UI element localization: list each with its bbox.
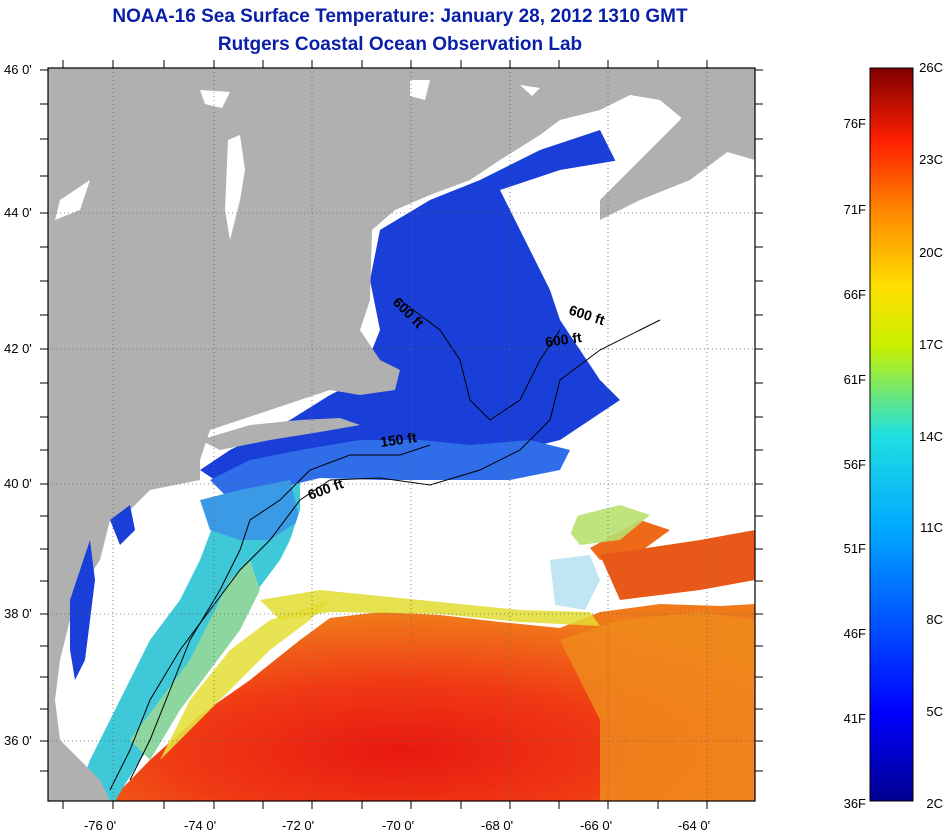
chesapeake-bay: [70, 540, 95, 680]
offshore-cloud-mass: [290, 490, 580, 595]
celsius-label: 17C: [919, 337, 943, 352]
lake-champlain: [225, 135, 245, 240]
lon-label: -68 0': [481, 818, 513, 833]
fahrenheit-label: 41F: [844, 711, 866, 726]
contour-600ft: [109, 319, 661, 791]
shelf-slope-transition: [160, 600, 330, 760]
contour-label: 600 ft: [544, 329, 583, 350]
fahrenheit-label: 51F: [844, 541, 866, 556]
celsius-label: 26C: [919, 60, 943, 75]
latitude-labels: 46 0' 44 0' 42 0' 40 0' 38 0' 36 0': [4, 62, 32, 748]
fahrenheit-label: 46F: [844, 626, 866, 641]
longitude-labels: -76 0' -74 0' -72 0' -70 0' -68 0' -66 0…: [84, 818, 710, 833]
bathymetry-contours: [109, 299, 661, 791]
nova-scotia: [600, 68, 755, 220]
fahrenheit-label: 66F: [844, 287, 866, 302]
celsius-label: 2C: [926, 796, 943, 811]
celsius-label: 14C: [919, 429, 943, 444]
lat-label: 46 0': [4, 62, 32, 77]
land-mass: [48, 68, 755, 801]
celsius-label: 20C: [919, 245, 943, 260]
contour-150ft: [129, 444, 431, 781]
lat-label: 42 0': [4, 341, 32, 356]
cloud-over-gulf-of-maine: [500, 160, 755, 430]
celsius-label: 8C: [926, 612, 943, 627]
yellow-green-patch: [560, 505, 650, 545]
frame-ticks: [40, 60, 763, 809]
celsius-label: 5C: [926, 704, 943, 719]
lon-label: -70 0': [382, 818, 414, 833]
lon-label: -74 0': [184, 818, 216, 833]
lat-label: 44 0': [4, 205, 32, 220]
contour-label: 150 ft: [379, 429, 418, 450]
celsius-label: 11C: [920, 520, 943, 535]
temperature-colorbar: [869, 67, 914, 802]
fahrenheit-label: 76F: [844, 116, 866, 131]
mid-atlantic-shelf-water: [75, 470, 300, 801]
delaware-bay: [110, 505, 135, 545]
lon-label: -64 0': [678, 818, 710, 833]
yellow-band-south: [260, 590, 600, 626]
warm-filament-east: [600, 530, 755, 600]
lon-label: -72 0': [282, 818, 314, 833]
map-title: NOAA-16 Sea Surface Temperature: January…: [112, 6, 688, 27]
lon-label: -66 0': [580, 818, 612, 833]
celsius-label: 23C: [919, 152, 943, 167]
map-subtitle: Rutgers Coastal Ocean Observation Lab: [217, 34, 583, 55]
fahrenheit-label: 61F: [844, 372, 866, 387]
colorbar-fahrenheit-labels: 76F 71F 66F 61F 56F 51F 46F 41F 36F: [844, 116, 866, 811]
lat-label: 36 0': [4, 733, 32, 748]
new-england-shelf-water: [210, 440, 570, 500]
long-island: [200, 418, 360, 450]
lat-label: 40 0': [4, 476, 32, 491]
warm-filament: [590, 520, 670, 560]
colorbar-celsius-labels: 26C 23C 20C 17C 14C 11C 8C 5C 2C: [919, 60, 943, 811]
fahrenheit-label: 56F: [844, 457, 866, 472]
cloud-patch-warm-core: [550, 555, 600, 610]
contour-600ft-gom: [399, 299, 561, 421]
lat-label: 38 0': [4, 606, 32, 621]
fahrenheit-label: 71F: [844, 202, 866, 217]
sst-image: 600 ft 600 ft 600 ft 150 ft 600 ft: [48, 68, 755, 801]
orange-water-east: [560, 612, 755, 801]
mid-shelf-blue: [200, 480, 300, 540]
map-frame: [47, 67, 756, 802]
lon-label: -76 0': [84, 818, 116, 833]
fahrenheit-label: 36F: [844, 796, 866, 811]
